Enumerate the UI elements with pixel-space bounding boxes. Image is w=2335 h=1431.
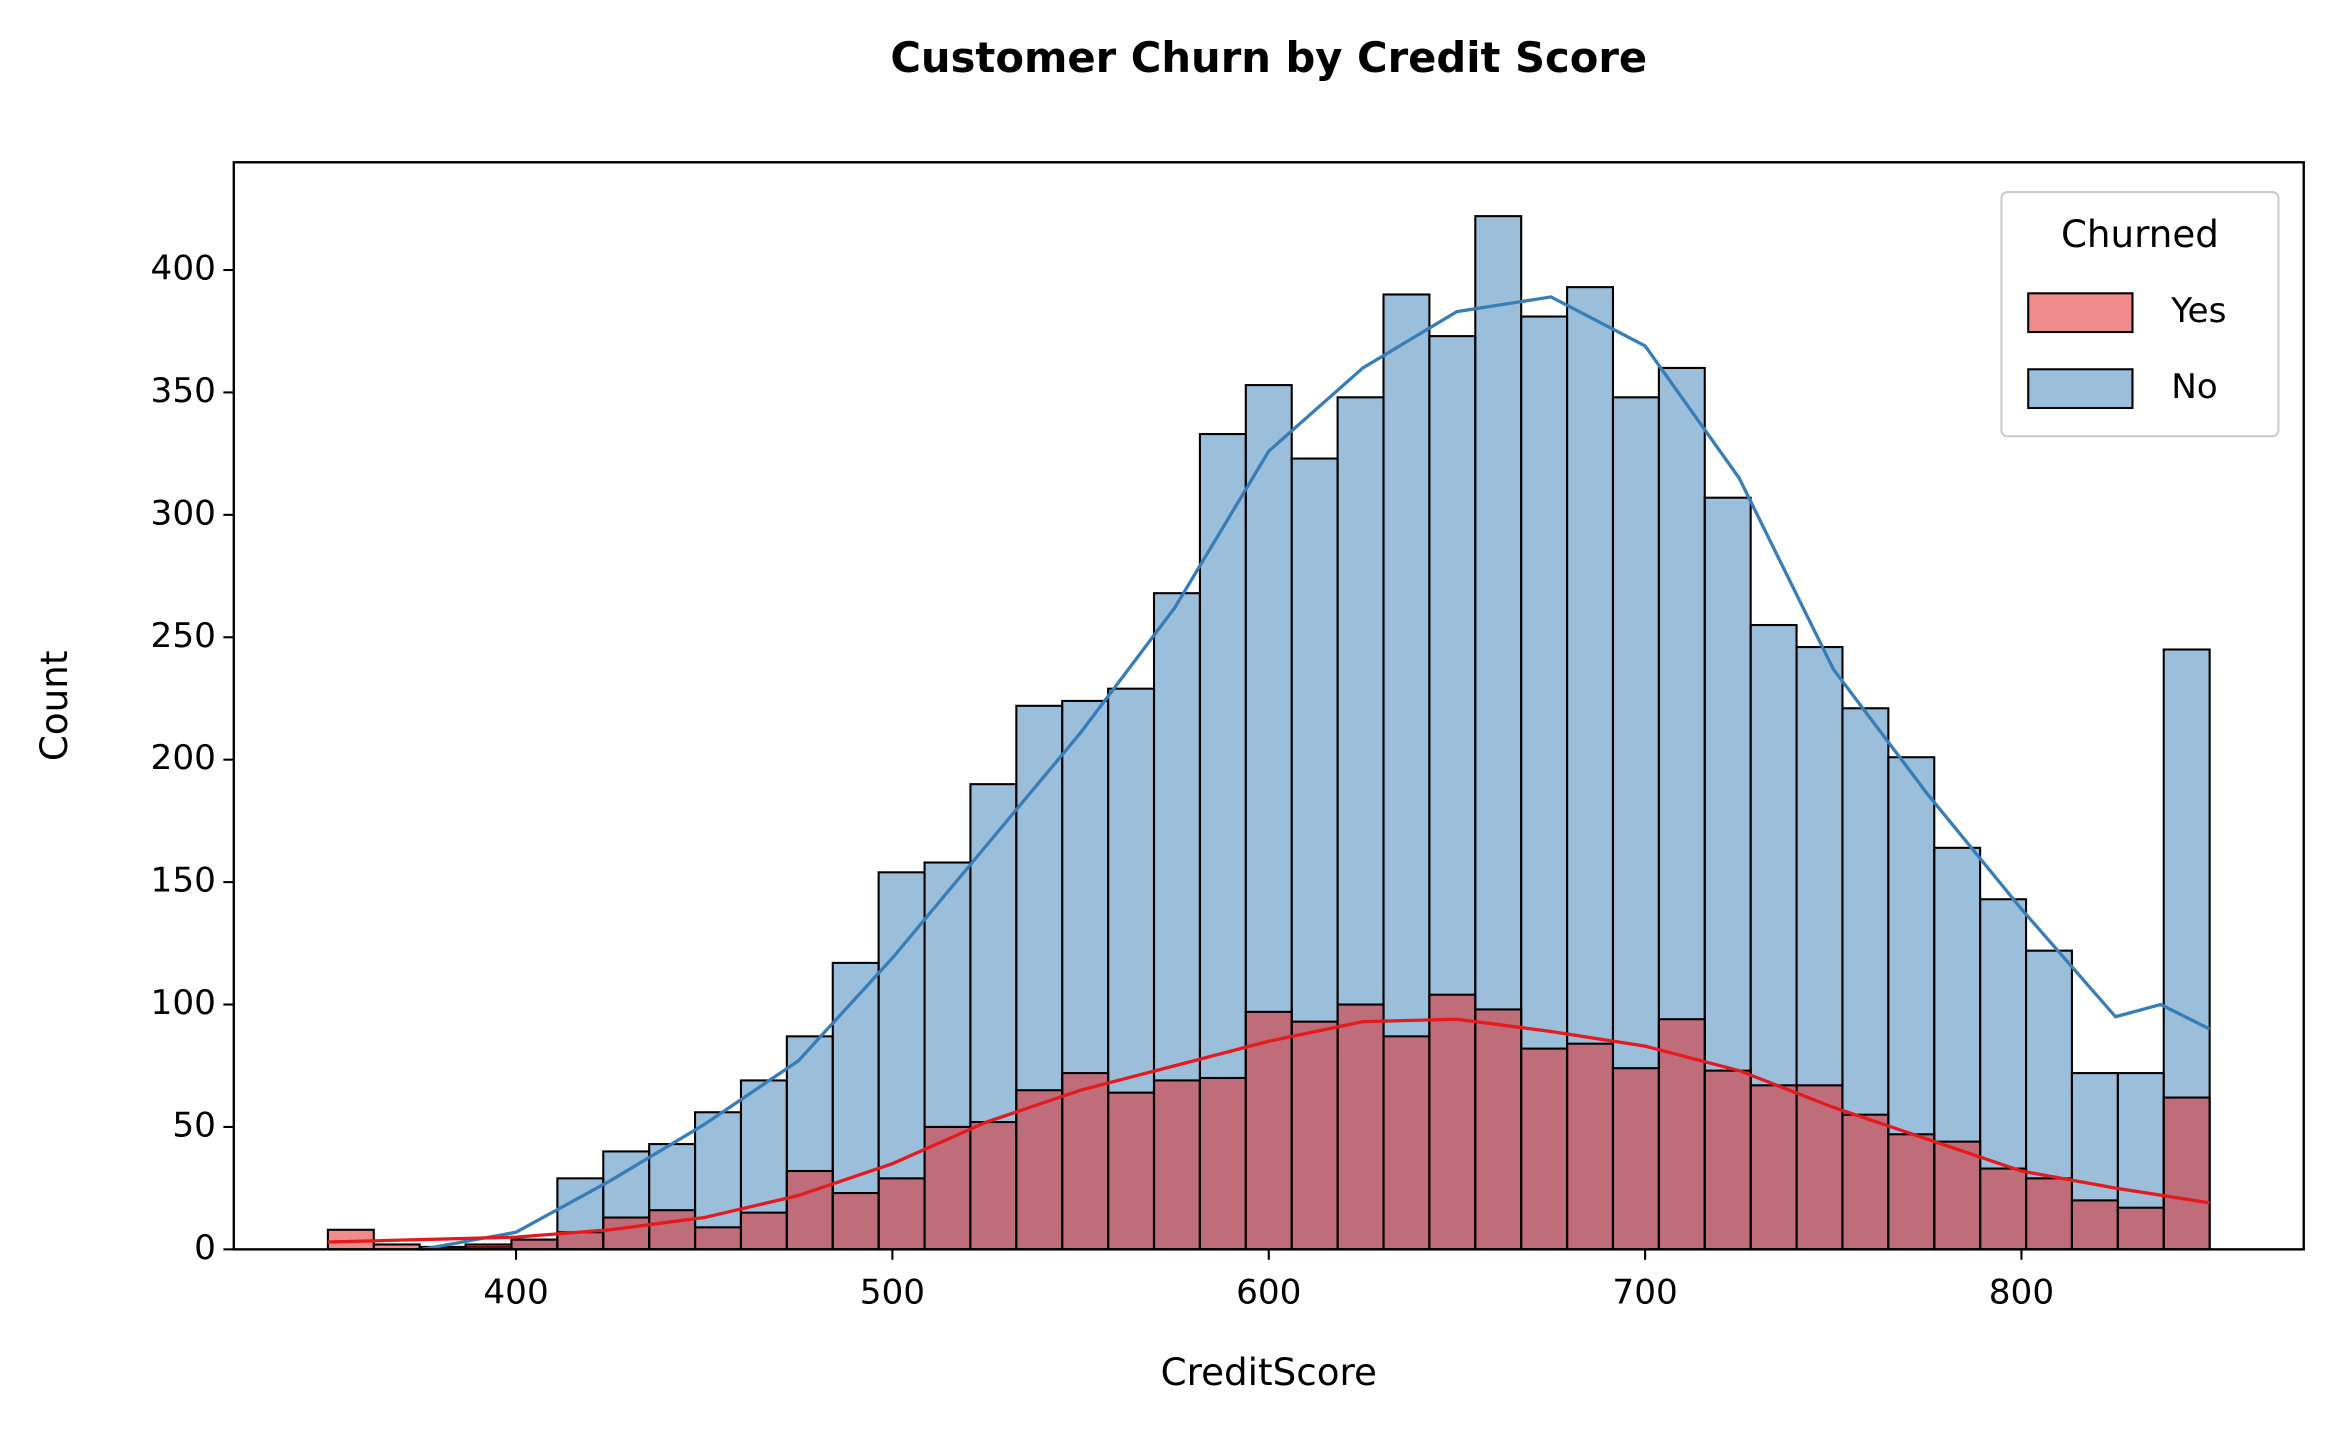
bar bbox=[2025, 1177, 2073, 1251]
y-tick-label: 50 bbox=[172, 1105, 216, 1145]
bar bbox=[1520, 1047, 1569, 1251]
bar bbox=[785, 1169, 834, 1251]
bar bbox=[2162, 1096, 2211, 1251]
x-axis-label: CreditScore bbox=[1161, 1350, 1377, 1394]
bar bbox=[969, 1121, 1018, 1251]
bar bbox=[1566, 1042, 1615, 1251]
bar bbox=[1152, 1079, 1201, 1251]
bar bbox=[602, 1216, 651, 1251]
bar bbox=[1657, 1018, 1706, 1251]
bar bbox=[1382, 1035, 1431, 1251]
x-tick-label: 500 bbox=[860, 1273, 925, 1313]
bar bbox=[2070, 1199, 2119, 1251]
bar bbox=[1015, 1089, 1064, 1251]
bar bbox=[1933, 1140, 1982, 1251]
legend-title: Churned bbox=[2061, 212, 2219, 256]
legend-swatch bbox=[2027, 292, 2134, 334]
kde-line bbox=[327, 1017, 2210, 1244]
bar bbox=[1244, 1010, 1293, 1251]
bar bbox=[1428, 993, 1477, 1251]
x-tick-label: 700 bbox=[1612, 1273, 1677, 1313]
bar bbox=[1474, 1008, 1523, 1251]
bar bbox=[1290, 1020, 1339, 1251]
bar bbox=[831, 1192, 880, 1251]
y-tick-label: 150 bbox=[151, 861, 216, 901]
y-tick-label: 350 bbox=[151, 371, 216, 411]
x-tick-label: 600 bbox=[1236, 1273, 1301, 1313]
bar bbox=[1611, 1067, 1660, 1251]
y-tick-label: 200 bbox=[151, 738, 216, 778]
bar bbox=[877, 1177, 926, 1251]
bar bbox=[1749, 1084, 1798, 1251]
chart-title: Customer Churn by Credit Score bbox=[890, 33, 1647, 82]
bar bbox=[648, 1209, 697, 1251]
legend-label: No bbox=[2171, 367, 2218, 407]
bar bbox=[1198, 1076, 1247, 1251]
y-tick-label: 100 bbox=[151, 983, 216, 1023]
bar bbox=[1979, 1167, 2028, 1251]
bar bbox=[510, 1238, 559, 1251]
bar bbox=[694, 1226, 743, 1251]
bar bbox=[1336, 1003, 1385, 1251]
kde-line bbox=[421, 295, 2211, 1251]
x-tick-label: 400 bbox=[483, 1273, 548, 1313]
bar bbox=[1107, 1091, 1156, 1251]
y-tick-label: 0 bbox=[194, 1228, 216, 1268]
bar bbox=[1795, 1084, 1844, 1251]
y-tick-label: 250 bbox=[151, 616, 216, 656]
legend-swatch bbox=[2027, 368, 2134, 410]
bar bbox=[1841, 1113, 1890, 1251]
y-tick-label: 400 bbox=[151, 249, 216, 289]
y-axis-label: Count bbox=[32, 651, 76, 762]
bar bbox=[1887, 1133, 1936, 1251]
x-tick-label: 800 bbox=[1989, 1273, 2054, 1313]
bar bbox=[1703, 1069, 1752, 1251]
bar bbox=[2116, 1206, 2165, 1251]
bar bbox=[1061, 1072, 1110, 1251]
bar bbox=[739, 1211, 788, 1251]
y-tick-label: 300 bbox=[151, 493, 216, 533]
legend-label: Yes bbox=[2170, 291, 2226, 331]
